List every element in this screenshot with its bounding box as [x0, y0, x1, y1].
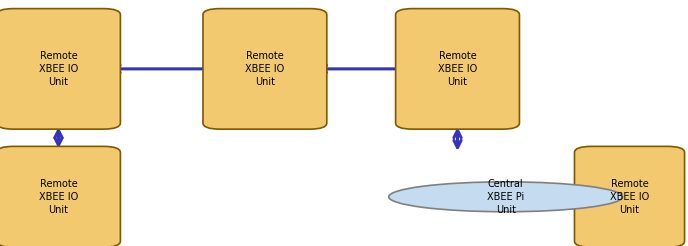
- Text: Remote
XBEE IO
Unit: Remote XBEE IO Unit: [610, 179, 649, 215]
- Text: Remote
XBEE IO
Unit: Remote XBEE IO Unit: [39, 179, 78, 215]
- Text: Central
XBEE Pi
Unit: Central XBEE Pi Unit: [487, 179, 524, 215]
- FancyBboxPatch shape: [203, 9, 327, 129]
- FancyBboxPatch shape: [0, 146, 120, 246]
- Text: Remote
XBEE IO
Unit: Remote XBEE IO Unit: [245, 51, 285, 87]
- FancyBboxPatch shape: [0, 9, 120, 129]
- Text: Remote
XBEE IO
Unit: Remote XBEE IO Unit: [39, 51, 78, 87]
- FancyBboxPatch shape: [574, 146, 685, 246]
- Ellipse shape: [389, 182, 623, 212]
- FancyBboxPatch shape: [396, 9, 519, 129]
- Text: Remote
XBEE IO
Unit: Remote XBEE IO Unit: [438, 51, 477, 87]
